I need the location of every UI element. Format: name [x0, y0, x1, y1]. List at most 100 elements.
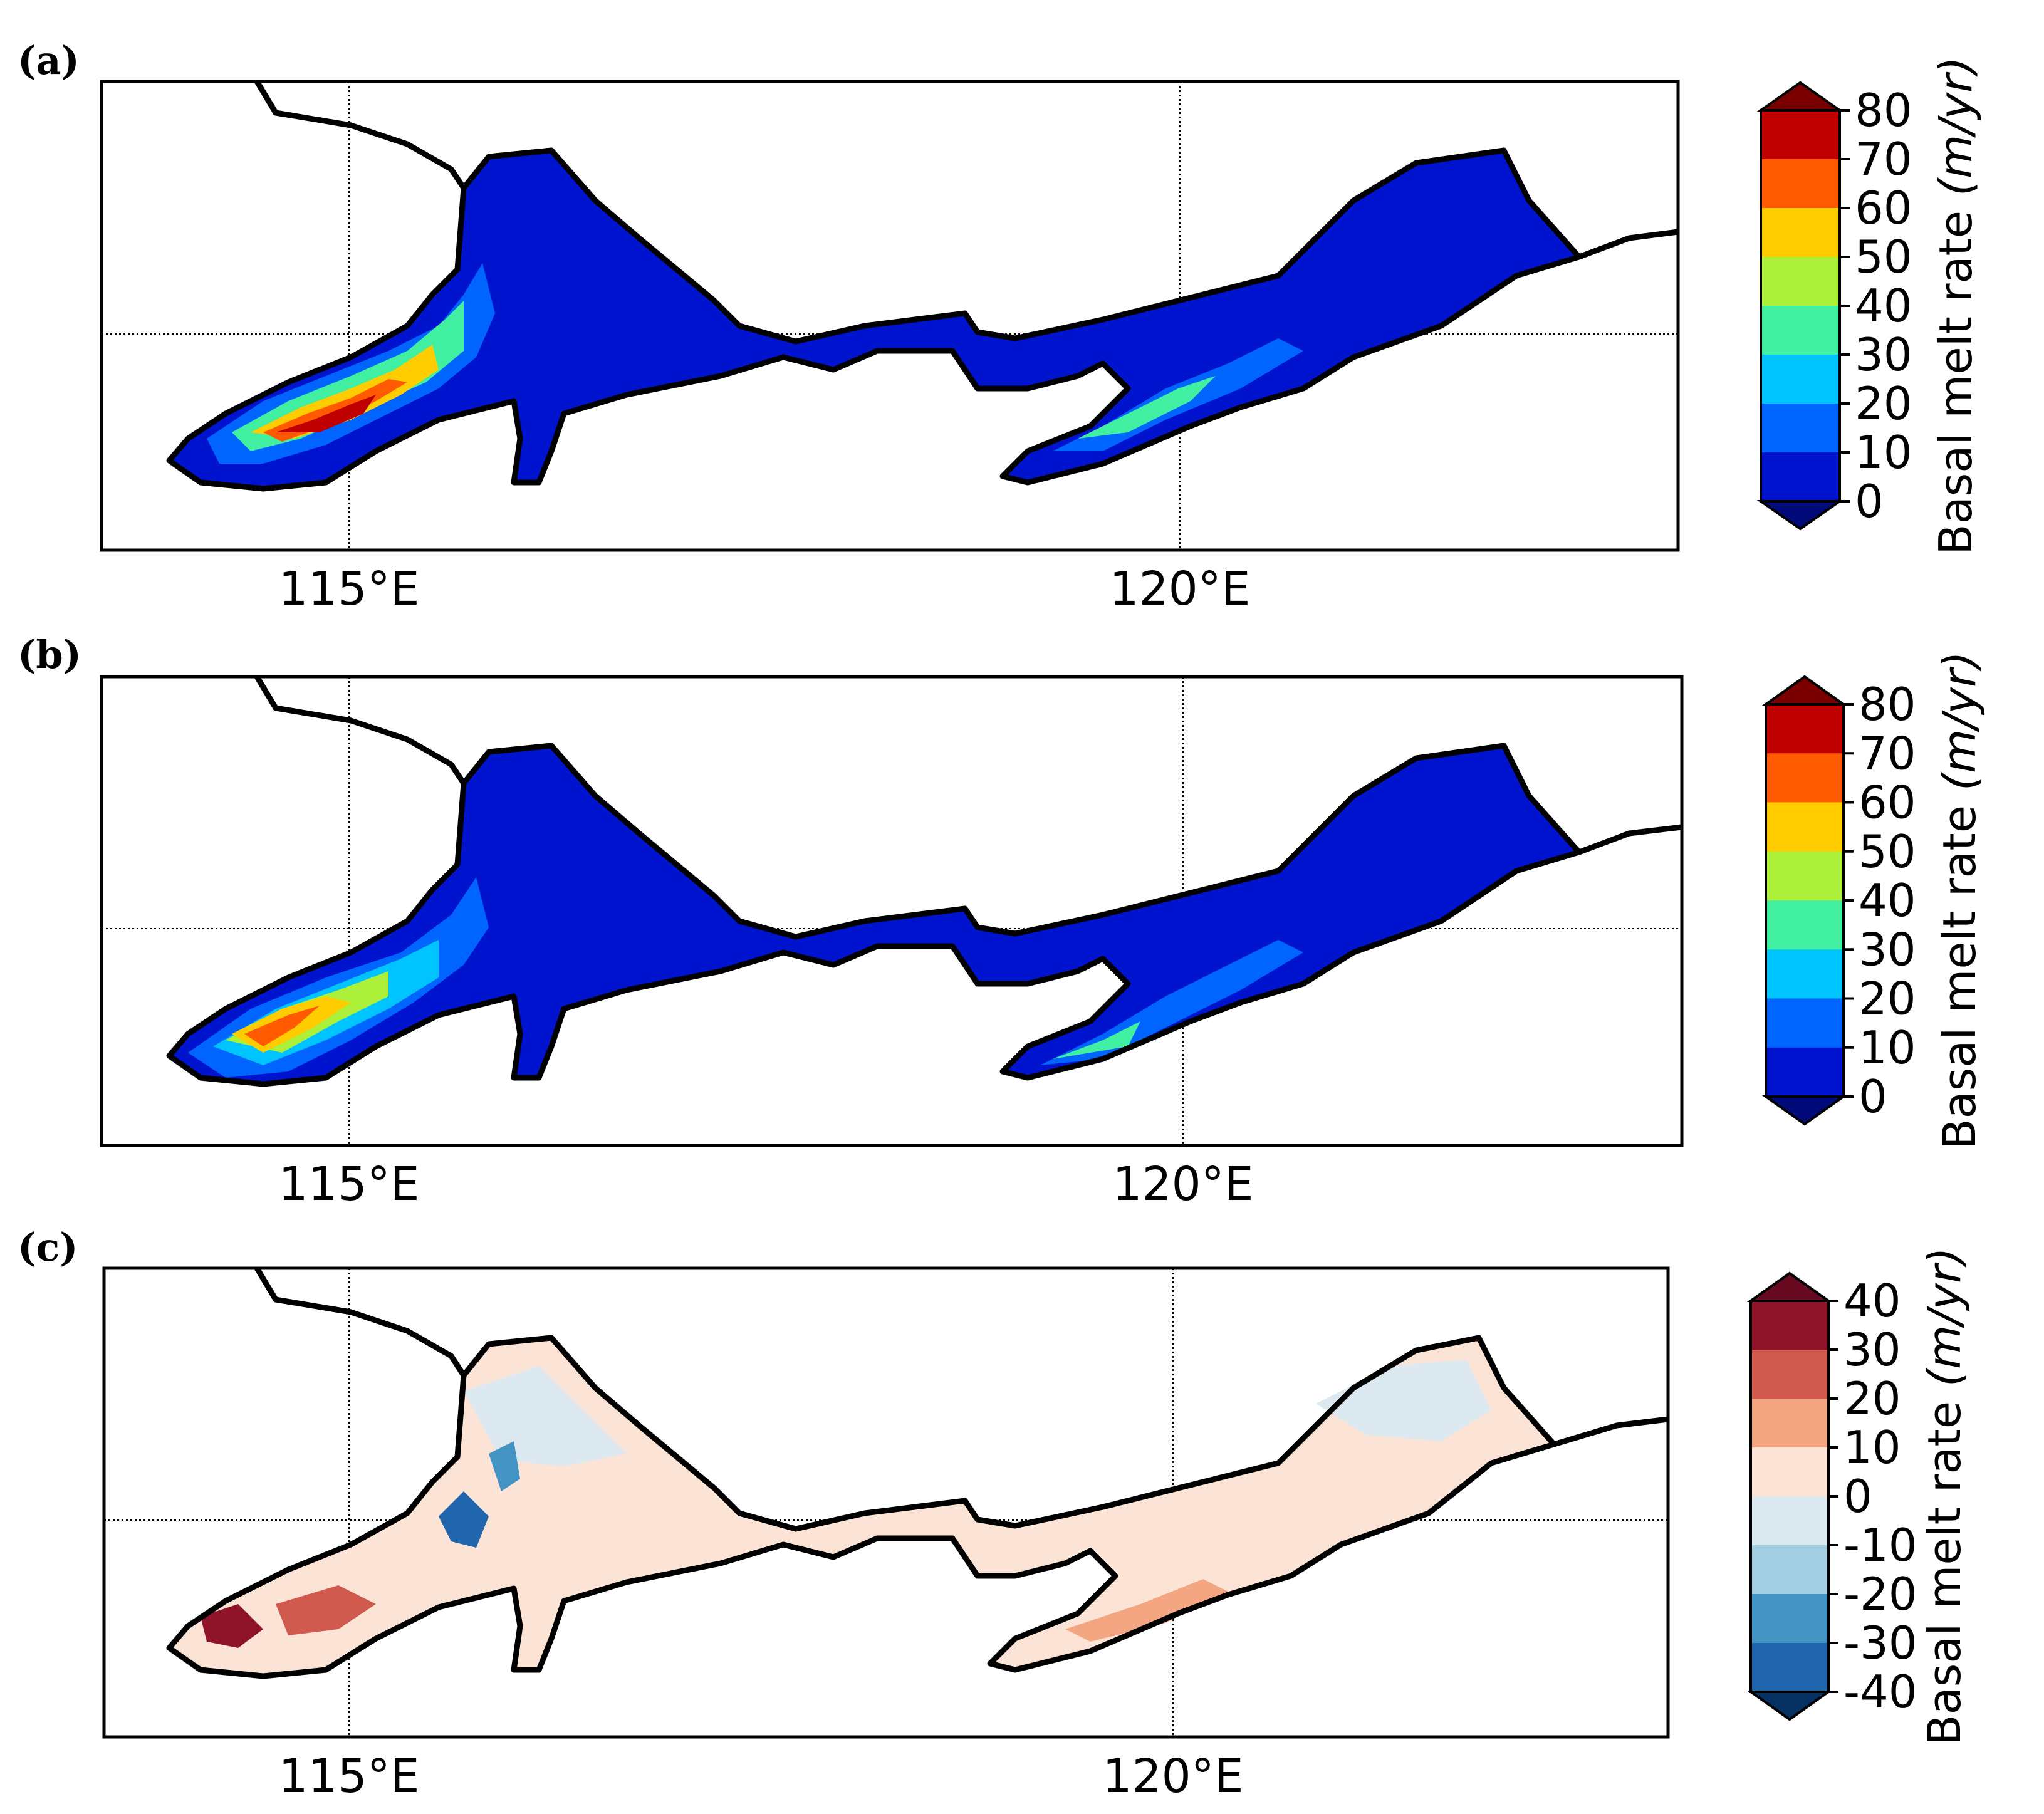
- colorbar-extend-max: [1756, 81, 1844, 112]
- colorbar-tick-label: 30: [1855, 328, 1912, 381]
- colorbar-extend-min: [1746, 1691, 1833, 1721]
- colorbar-tick-label: 20: [1859, 972, 1916, 1025]
- coastline: [254, 1266, 1669, 1447]
- colorbar-tick-label: 60: [1859, 776, 1916, 829]
- colorbar-tick-label: 70: [1855, 133, 1912, 185]
- colorbar-tick-label: 80: [1859, 678, 1916, 731]
- grounding-line-outline: [166, 1335, 1557, 1679]
- coastline: [254, 80, 1679, 260]
- colorbar-label-unit: (m/yr): [1918, 1247, 1971, 1387]
- colorbar-tick-label: 40: [1855, 279, 1912, 332]
- colorbar-tick-label: 10: [1859, 1021, 1916, 1074]
- melt-zone-east-30-40: [1053, 1021, 1140, 1059]
- melt-zone-east-30-40: [1078, 376, 1216, 439]
- colorbar-band: [1761, 159, 1840, 209]
- colorbar-tick-label: 30: [1843, 1323, 1901, 1376]
- melt-zone-70-80: [276, 395, 376, 432]
- colorbar-tick-label: -30: [1843, 1617, 1917, 1669]
- difference-zone-strong-negative: [439, 1491, 489, 1548]
- colorbar-band: [1751, 1643, 1828, 1692]
- colorbar-label: Basal melt rate (m/yr): [1929, 56, 1982, 555]
- colorbar-band: [1766, 900, 1843, 950]
- colorbar-extend-min: [1756, 500, 1844, 531]
- colorbar-band: [1751, 1447, 1828, 1497]
- difference-zone-negative-medium: [489, 1441, 520, 1491]
- colorbar-band: [1751, 1350, 1828, 1399]
- colorbar-tick-label: 30: [1859, 923, 1916, 976]
- colorbar-band: [1766, 802, 1843, 852]
- colorbar-label-text: Basal melt rate: [1918, 1387, 1971, 1746]
- colorbar-band: [1761, 404, 1840, 453]
- colorbar-band: [1751, 1545, 1828, 1595]
- lon-tick-120e: 120°E: [1103, 1749, 1244, 1803]
- colorbar-tick-label: -40: [1843, 1665, 1917, 1718]
- colorbar-label: Basal melt rate (m/yr): [1918, 1247, 1971, 1746]
- colorbar-tick-label: 80: [1855, 84, 1912, 137]
- colorbar-extend-max: [1761, 675, 1848, 706]
- colorbar-tick-label: 10: [1843, 1421, 1901, 1474]
- difference-zone-strong-positive: [201, 1604, 263, 1648]
- panel-label-c: (c): [18, 1224, 78, 1270]
- colorbar-band: [1766, 851, 1843, 901]
- colorbar-tick-label: 20: [1855, 377, 1912, 430]
- colorbar-band: [1766, 704, 1843, 754]
- map-frame: [100, 80, 1680, 552]
- lon-tick-120e: 120°E: [1110, 562, 1251, 616]
- lon-tick-115e: 115°E: [279, 562, 420, 616]
- difference-zone-negative-east: [1316, 1360, 1491, 1441]
- ice-shelf-melt-field-a: [169, 150, 1579, 489]
- melt-zone-east-10-20: [1040, 940, 1303, 1065]
- colorbar-tick-label: -20: [1843, 1568, 1917, 1620]
- colorbar-tick-label: 0: [1843, 1470, 1872, 1523]
- panel-label-a: (a): [18, 38, 80, 83]
- colorbar-tick-label: 0: [1859, 1070, 1887, 1123]
- map-a: 115°E 120°E: [100, 80, 1680, 616]
- melt-zone-60-70: [244, 1006, 320, 1046]
- colorbar-tick-label: 60: [1855, 182, 1912, 234]
- colorbar-extend-max: [1746, 1271, 1833, 1302]
- ice-shelf-melt-field-b: [169, 746, 1579, 1084]
- lon-tick-120e: 120°E: [1113, 1157, 1254, 1211]
- coastline: [254, 675, 1682, 855]
- colorbar-band: [1766, 753, 1843, 803]
- melt-field-base: [169, 746, 1579, 1084]
- melt-field-base: [169, 150, 1579, 489]
- colorbar-tick-label: 0: [1855, 475, 1884, 528]
- map-frame: [102, 1266, 1670, 1739]
- panel-label-b: (b): [18, 632, 81, 677]
- colorbar-tick-label: 10: [1855, 426, 1912, 479]
- difference-zone-positive-east: [1065, 1579, 1228, 1642]
- colorbar-tick-label: 70: [1859, 727, 1916, 779]
- colorbar-band: [1766, 949, 1843, 999]
- colorbar-tick-label: 40: [1859, 874, 1916, 927]
- colorbar-tick-label: -10: [1843, 1519, 1917, 1572]
- colorbar-band: [1751, 1594, 1828, 1644]
- grounding-line-outline: [166, 743, 1582, 1087]
- colorbar-band: [1761, 306, 1840, 355]
- colorbar-band: [1751, 1399, 1828, 1448]
- colorbar-tick-label: 50: [1855, 231, 1912, 283]
- difference-zone-negative-small: [464, 1366, 627, 1466]
- colorbar-band: [1751, 1496, 1828, 1546]
- colorbar-band: [1761, 257, 1840, 306]
- colorbar-band: [1751, 1301, 1828, 1350]
- colorbar-band: [1761, 452, 1840, 502]
- map-frame: [100, 675, 1684, 1147]
- colorbar-tick-label: 50: [1859, 825, 1916, 878]
- colorbar-tick-label: 40: [1843, 1274, 1901, 1327]
- colorbar-band: [1761, 355, 1840, 404]
- colorbar-band: [1766, 1047, 1843, 1097]
- map-c: 115°E 120°E: [102, 1266, 1670, 1803]
- difference-zone-positive-medium: [276, 1585, 376, 1635]
- lon-tick-115e: 115°E: [279, 1157, 420, 1211]
- colorbar-band: [1766, 998, 1843, 1048]
- map-b: 115°E 120°E: [100, 675, 1684, 1211]
- colorbar-label-unit: (m/yr): [1929, 56, 1982, 196]
- lon-tick-115e: 115°E: [279, 1749, 420, 1803]
- grounding-line-outline: [166, 147, 1582, 492]
- colorbar-label-text: Basal melt rate: [1929, 196, 1982, 555]
